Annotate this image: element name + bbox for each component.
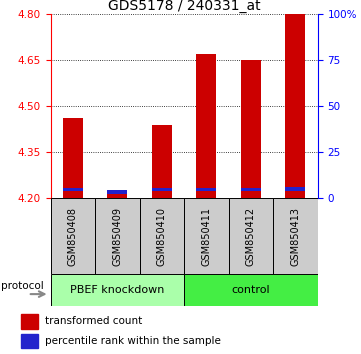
FancyBboxPatch shape (95, 198, 140, 274)
Bar (241, 60, 261, 198)
Bar (63, 188, 83, 192)
Text: GSM850408: GSM850408 (68, 207, 78, 266)
Bar (152, 188, 172, 192)
Bar (152, 125, 172, 198)
Text: PBEF knockdown: PBEF knockdown (70, 285, 165, 295)
Bar (196, 54, 216, 198)
Bar (107, 192, 127, 198)
FancyBboxPatch shape (273, 198, 318, 274)
FancyBboxPatch shape (184, 274, 318, 306)
Bar (286, 187, 305, 190)
FancyBboxPatch shape (140, 198, 184, 274)
Text: percentile rank within the sample: percentile rank within the sample (45, 336, 221, 346)
Bar (196, 188, 216, 192)
Text: GSM850411: GSM850411 (201, 207, 212, 266)
Text: GSM850410: GSM850410 (157, 207, 167, 266)
Bar (241, 188, 261, 192)
FancyBboxPatch shape (51, 198, 95, 274)
Text: control: control (232, 285, 270, 295)
Bar (21, 334, 38, 348)
Text: GSM850409: GSM850409 (112, 207, 122, 266)
FancyBboxPatch shape (184, 198, 229, 274)
FancyBboxPatch shape (51, 274, 184, 306)
Bar (63, 119, 83, 198)
Text: GSM850413: GSM850413 (290, 207, 300, 266)
Bar (286, 14, 305, 198)
Bar (21, 314, 38, 329)
Title: GDS5178 / 240331_at: GDS5178 / 240331_at (108, 0, 260, 13)
Text: protocol: protocol (1, 281, 44, 291)
FancyBboxPatch shape (229, 198, 273, 274)
Text: GSM850412: GSM850412 (246, 207, 256, 266)
Text: transformed count: transformed count (45, 316, 143, 326)
Bar (107, 190, 127, 194)
